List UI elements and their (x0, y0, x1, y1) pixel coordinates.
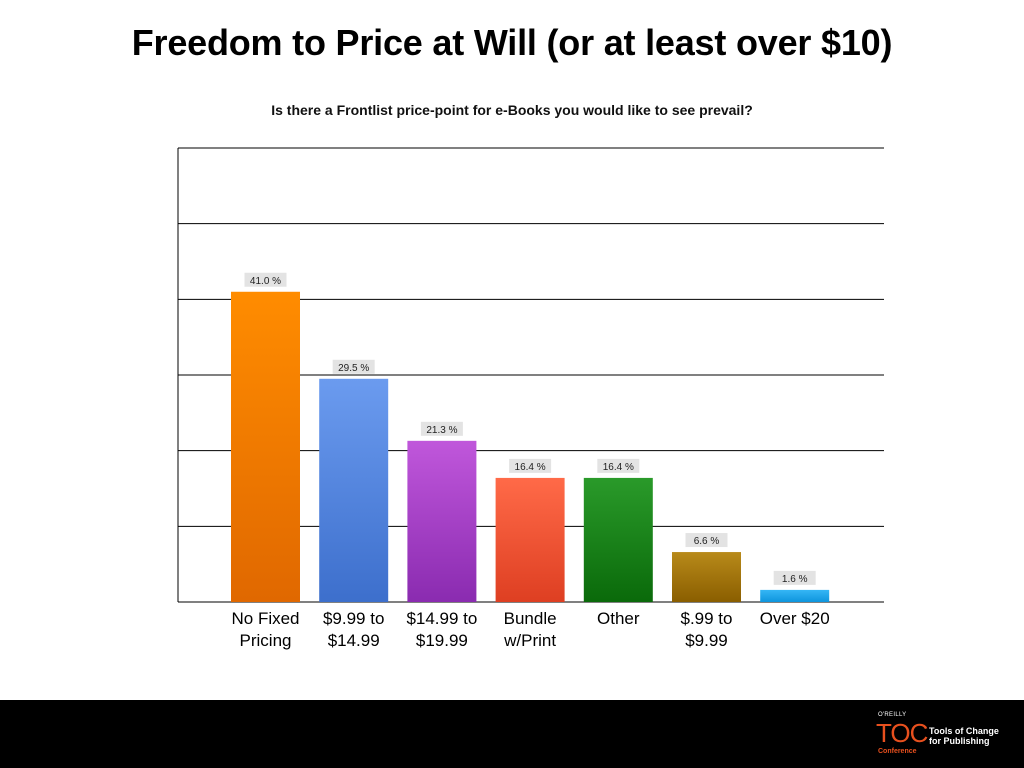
data-label: 1.6 % (782, 574, 808, 585)
data-label: 6.6 % (694, 536, 720, 547)
bar (672, 552, 741, 602)
data-label: 29.5 % (338, 363, 369, 374)
data-label: 16.4 % (603, 462, 634, 473)
data-label-bg (420, 421, 463, 436)
bar-chart: 41.0 % 29.5 % 21.3 % 16.4 % 16.4 % 6.6 % 1.6 % (177, 147, 884, 603)
bar (495, 477, 565, 602)
bar (583, 477, 653, 602)
bar (760, 589, 830, 602)
logo-tagline: Tools of Change for Publishing (929, 726, 999, 746)
bar (231, 291, 300, 602)
slide-title: Freedom to Price at Will (or at least ov… (131, 22, 893, 63)
toc-wordmark: TOC (876, 718, 928, 748)
category-label: $9.99 to $14.99 (322, 609, 385, 650)
data-label: 21.3 % (426, 425, 457, 436)
category-label: No Fixed Pricing (231, 609, 300, 650)
conference-wordmark: Conference (878, 748, 917, 755)
category-label: Bundle w/Print (503, 609, 557, 650)
bar (407, 440, 477, 602)
toc-logo: O'REILLY TOC Conference Tools of Change … (876, 710, 1006, 760)
footer-bar: O'REILLY TOC Conference Tools of Change … (0, 700, 1024, 768)
data-label-layer: 41.0 % 29.5 % 21.3 % 16.4 % 16.4 % 6.6 % 1.6 % (244, 272, 816, 585)
bar-layer (231, 291, 830, 602)
data-label-bg (685, 533, 728, 548)
data-label-bg (597, 458, 640, 473)
category-label: Over $20 (759, 609, 830, 628)
data-label-bg (244, 272, 287, 287)
category-label: $14.99 to $19.99 (406, 609, 478, 650)
data-label: 16.4 % (515, 462, 546, 473)
category-label: Other (597, 609, 640, 628)
bar (319, 378, 389, 602)
data-label-bg (773, 570, 816, 585)
chart-title: Is there a Frontlist price-point for e-B… (271, 102, 753, 118)
oreilly-wordmark: O'REILLY (878, 712, 907, 718)
data-label: 41.0 % (250, 276, 281, 287)
data-label-bg (332, 359, 375, 374)
category-label: $.99 to $9.99 (680, 609, 733, 650)
data-label-bg (509, 458, 552, 473)
